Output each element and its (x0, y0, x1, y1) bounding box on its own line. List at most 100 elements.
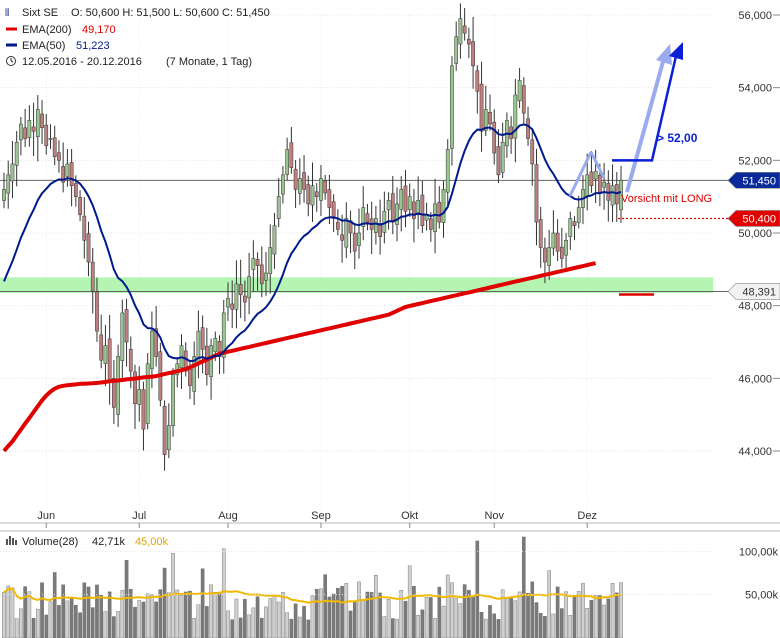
volume-bar (6, 585, 11, 638)
y-tick-label: 56,000 (738, 10, 772, 22)
candle (517, 80, 522, 102)
candle (576, 207, 581, 223)
candle (61, 166, 66, 183)
volume-bar (86, 586, 91, 638)
volume-bar (424, 597, 429, 638)
volume-bar (141, 601, 146, 638)
volume-bar (200, 568, 205, 638)
volume-bar (327, 596, 332, 638)
candle (559, 246, 564, 259)
candle (331, 201, 336, 219)
volume-bars (2, 536, 623, 638)
candle (534, 164, 539, 223)
candle (323, 180, 328, 194)
candle (281, 174, 285, 195)
candle (513, 94, 518, 139)
x-tick-label: Nov (484, 510, 504, 522)
candle (378, 223, 382, 237)
volume-bar (137, 600, 142, 638)
candle (297, 178, 302, 194)
candle (619, 180, 623, 211)
stop-price-tag-background (727, 210, 780, 227)
candle (27, 120, 32, 138)
volume-bar (564, 591, 568, 638)
target-arrow (612, 55, 678, 162)
candle (247, 276, 251, 299)
volume-bar (120, 590, 125, 638)
candle (593, 170, 598, 180)
volume-bar (572, 594, 577, 638)
symbol-name: Sixt SE (22, 7, 58, 19)
candle (120, 312, 125, 361)
candle (568, 218, 573, 237)
candle (171, 374, 175, 426)
volume-bar (538, 613, 543, 638)
volume-bar (243, 599, 247, 638)
volume-bar (124, 559, 129, 638)
candle (44, 124, 49, 147)
candle (319, 178, 323, 201)
period-range: 12.05.2016 - 20.12.2016 (22, 56, 142, 68)
volume-bar (454, 598, 458, 638)
candle (107, 338, 112, 383)
warning-label: Vorsicht mit LONG (621, 193, 712, 205)
candle (407, 196, 412, 210)
volume-bar (433, 618, 437, 638)
volume-tick-label: 100,00k (739, 546, 779, 558)
candle (471, 41, 475, 67)
target-label: > 52,00 (657, 131, 698, 145)
x-tick-label: Sep (311, 510, 331, 522)
volume-bar (374, 574, 378, 638)
volume-bar (10, 587, 15, 638)
candle (226, 298, 230, 308)
support-price-tag-background (727, 283, 780, 300)
candle (310, 185, 315, 206)
volume-average-line (3, 587, 622, 604)
volume-bar (479, 611, 484, 638)
volume-bar (61, 584, 65, 638)
x-tick-label: Dez (577, 510, 597, 522)
candle (445, 149, 450, 193)
candle (166, 425, 171, 451)
volume-bar (378, 592, 382, 638)
ohlc-values: O: 50,600 H: 51,500 L: 50,600 C: 51,450 (71, 7, 270, 19)
volume-bar (323, 574, 327, 638)
volume-legend-average: 45,00k (135, 536, 169, 548)
y-tick-label: 54,000 (738, 83, 772, 95)
volume-bar (99, 594, 103, 638)
arrow-head-light (656, 44, 672, 65)
volume-bar (255, 596, 260, 638)
annotations: > 52,00 Vorsicht mit LONG (568, 42, 740, 296)
volume-bar (517, 591, 522, 638)
candle (428, 218, 433, 230)
candle (365, 213, 370, 223)
candle (462, 25, 467, 34)
volume-bar (150, 594, 154, 638)
candle (390, 193, 395, 223)
candle (192, 356, 197, 392)
candle (357, 232, 361, 246)
volume-bar (551, 613, 556, 638)
candle (610, 185, 615, 206)
volume-bar (226, 610, 230, 638)
volume-bar (319, 588, 323, 638)
volume-bar (247, 614, 251, 638)
support-price-tag: 48,391 (742, 286, 776, 298)
candle (598, 174, 602, 194)
candle (543, 247, 547, 263)
volume-bar (116, 611, 120, 638)
volume-bar (293, 603, 298, 638)
volume-bar (445, 574, 450, 638)
candle (264, 272, 268, 281)
trend-arrow-light (568, 151, 593, 197)
candle (65, 163, 70, 177)
volume-bar (196, 604, 201, 638)
volume-bar (272, 595, 277, 638)
volume-bar (610, 583, 615, 638)
volume-bar (221, 548, 226, 638)
volume-bar (90, 607, 95, 638)
volume-bar (619, 582, 623, 638)
clock-hand (10, 60, 14, 63)
volume-bar (399, 590, 404, 638)
period-detail: (7 Monate, 1 Tag) (166, 56, 252, 68)
